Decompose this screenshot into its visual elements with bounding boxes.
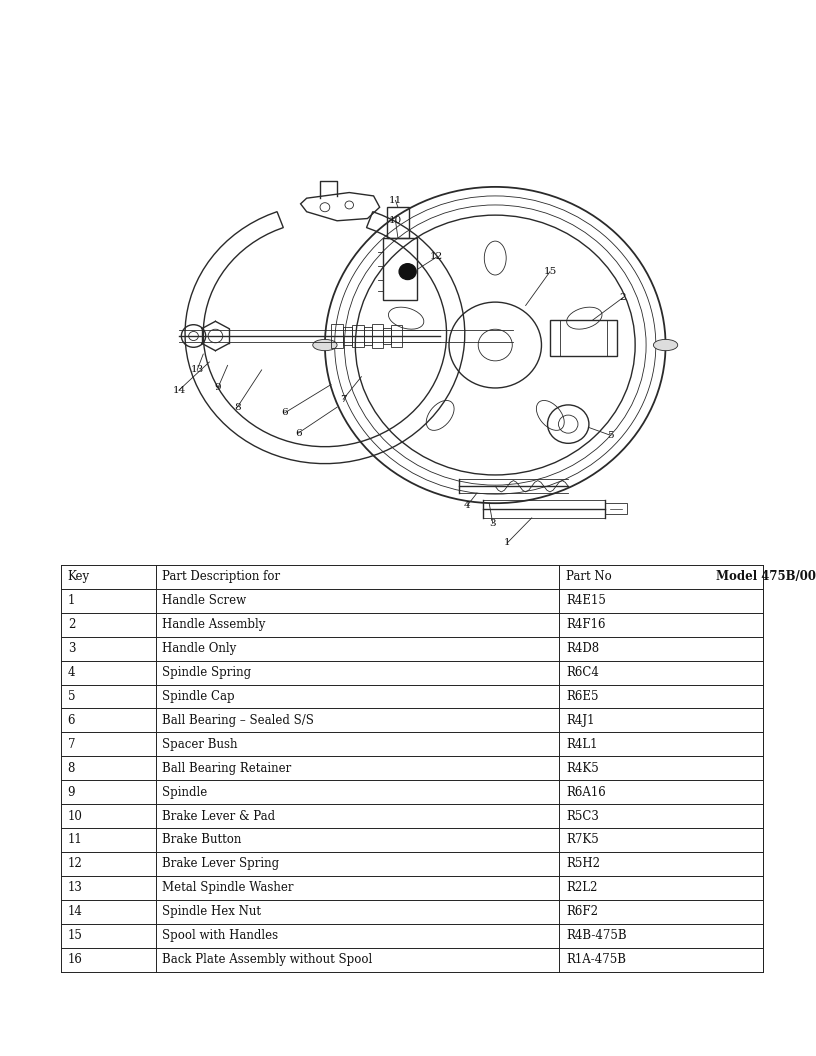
Bar [550,320,617,356]
Text: 10: 10 [389,216,402,225]
Text: R4E15: R4E15 [566,595,605,607]
Text: 5: 5 [607,431,614,440]
Text: 6: 6 [68,714,75,727]
Text: R6E5: R6E5 [566,690,598,703]
Text: 5: 5 [68,690,75,703]
Text: 8: 8 [68,761,75,775]
Text: R6C4: R6C4 [566,666,599,679]
Bar [387,207,409,238]
Text: Handle Assembly: Handle Assembly [162,618,266,631]
Text: 13: 13 [68,882,82,894]
Text: R4B-475B: R4B-475B [566,929,627,942]
Text: R1A-475B: R1A-475B [566,954,626,966]
Text: Back Plate Assembly without Spool: Back Plate Assembly without Spool [162,954,373,966]
Text: 15: 15 [68,929,82,942]
Text: Metal Spindle Washer: Metal Spindle Washer [162,882,294,894]
Text: R6A16: R6A16 [566,786,605,798]
Bar [384,238,417,300]
Text: 10: 10 [68,810,82,823]
Text: Brake Lever Spring: Brake Lever Spring [162,857,280,870]
Text: Ball Bearing Retainer: Ball Bearing Retainer [162,761,291,775]
Bar [331,323,344,348]
Text: Spindle Cap: Spindle Cap [162,690,235,703]
Bar [384,328,391,344]
Text: 6: 6 [295,429,301,437]
Text: 15: 15 [543,267,557,276]
Text: 12: 12 [68,857,82,870]
Text: R4J1: R4J1 [566,714,595,727]
Text: Model 475B/00: Model 475B/00 [716,570,816,583]
Bar [352,324,364,347]
Circle shape [399,264,416,280]
Text: 3: 3 [68,642,75,655]
Bar [391,324,401,347]
Text: 1: 1 [504,539,511,547]
Text: R5C3: R5C3 [566,810,599,823]
Text: 14: 14 [68,905,82,919]
Text: 4: 4 [464,501,471,510]
Text: 4: 4 [68,666,75,679]
Text: Brake Button: Brake Button [162,833,242,847]
Bar [344,327,352,345]
Text: Handle Screw: Handle Screw [162,595,246,607]
Text: 11: 11 [68,833,82,847]
Text: 14: 14 [172,385,185,395]
Bar [605,504,627,514]
Text: 11: 11 [389,196,402,205]
Bar [364,327,372,345]
Text: Part Description for: Part Description for [162,570,284,583]
Text: 7: 7 [68,738,75,751]
Text: R5H2: R5H2 [566,857,600,870]
Text: 2: 2 [619,294,627,302]
Text: 8: 8 [234,402,241,412]
Text: 13: 13 [191,365,204,375]
Text: Spindle Hex Nut: Spindle Hex Nut [162,905,261,919]
Text: R4D8: R4D8 [566,642,599,655]
Text: R4F16: R4F16 [566,618,605,631]
Text: R7K5: R7K5 [566,833,599,847]
Text: R2L2: R2L2 [566,882,597,894]
Text: 9: 9 [68,786,75,798]
Text: Brake Lever & Pad: Brake Lever & Pad [162,810,276,823]
Text: 2: 2 [68,618,75,631]
Text: 3: 3 [490,520,496,528]
Text: R4K5: R4K5 [566,761,599,775]
Bar [372,323,384,348]
Text: 16: 16 [68,954,82,966]
Text: 12: 12 [430,252,443,262]
Text: R4L1: R4L1 [566,738,597,751]
Text: Handle Only: Handle Only [162,642,237,655]
Ellipse shape [313,339,337,351]
Text: 1: 1 [68,595,75,607]
Text: Spacer Bush: Spacer Bush [162,738,238,751]
Text: Part No: Part No [566,570,612,583]
Text: Key: Key [68,570,90,583]
Text: 7: 7 [339,395,347,403]
Text: 9: 9 [215,383,221,393]
Text: Ball Bearing – Sealed S/S: Ball Bearing – Sealed S/S [162,714,314,727]
Text: Spindle: Spindle [162,786,208,798]
Text: Spool with Handles: Spool with Handles [162,929,278,942]
Text: R6F2: R6F2 [566,905,598,919]
Text: Spindle Spring: Spindle Spring [162,666,251,679]
Ellipse shape [654,339,678,351]
Text: 6: 6 [282,409,288,417]
